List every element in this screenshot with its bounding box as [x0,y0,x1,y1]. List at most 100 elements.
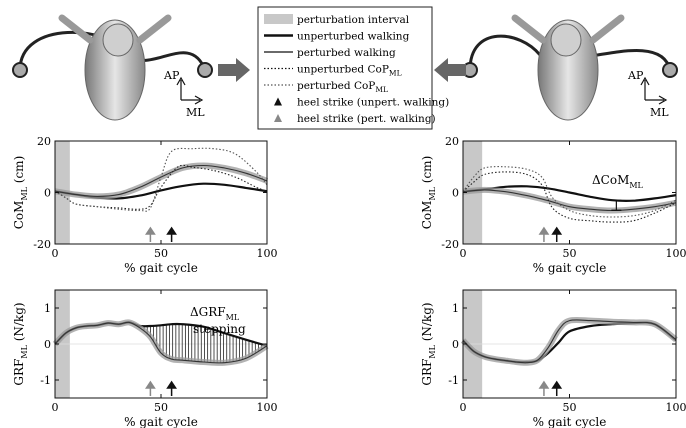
walker-head-right [550,23,582,57]
legend-heel-strike-pert-icon [274,114,282,122]
legend-label: perturbed CoPML [297,80,388,94]
axis-arrows-left-icon [176,76,204,105]
heel-strike-unpert-arrow-icon [551,226,563,242]
series-cop-unperturbed-line [462,171,677,223]
legend-label: perturbed walking [297,47,396,59]
y-tick-label: -1 [448,374,459,387]
heel-strike-pert-arrow-icon [144,380,156,396]
y-axis-label-main: GRF [12,359,26,386]
dgrf-sub: ML [226,313,240,322]
series-perturbed-band [460,316,678,366]
ap-label-left: AP [163,69,180,82]
plot-frame [54,140,268,245]
heel-strike-unpert-arrow-icon [551,380,563,396]
walker-arms-right [511,14,625,44]
y-axis-label-sub: ML [20,344,29,358]
delta-com-bracket [611,199,622,211]
annotation-dcom: ΔCoMML [592,173,644,190]
y-axis-label-sub: ML [20,186,29,200]
y-axis-label: CoMML (cm) [12,156,29,230]
y-axis-label-main: CoM [12,201,26,230]
x-axis-label: % gait cycle [533,415,607,428]
x-tick-label: 100 [666,247,686,260]
x-tick-label: 0 [460,401,467,414]
series-perturbed-line [462,189,677,212]
ml-label-left: ML [186,106,205,119]
legend-box [257,6,433,130]
y-axis-label-unit: (N/kg) [420,302,434,345]
panel-grf-right: 0 50 100 1 0 -1 % gait cycle GRFML (N/kg) [420,289,686,428]
series-cop-perturbed-line [462,166,677,218]
x-tick-label: 50 [154,401,168,414]
y-axis-label-sub: ML [428,186,437,200]
heel-strike-pert-arrow-icon [538,380,550,396]
legend-label: unperturbed walking [297,31,410,43]
series-perturbed-line [462,319,677,364]
y-tick-label: 0 [44,187,51,200]
walker-illustration-left: AP ML [12,14,250,121]
y-axis-label: CoMML (cm) [420,156,437,230]
legend-label: heel strike (unpert. walking) [297,97,449,109]
foot-marker-right-b [662,62,678,78]
walker-head-left [102,23,134,57]
legend-label: heel strike (pert. walking) [297,113,436,125]
x-tick-label: 100 [666,401,686,414]
legend-label-sub: ML [389,69,402,78]
legend-heel-strike-unpert-icon [274,97,282,106]
perturbation-arrow-right-icon [218,58,250,82]
y-axis-label-main: GRF [420,359,434,386]
heel-strike-pert-arrow-icon [538,226,550,242]
y-tick-label: 1 [452,302,459,315]
y-axis-label-sub: ML [428,344,437,358]
annotation-dgrf: ΔGRFML stepping [190,305,246,336]
series-cop-unperturbed-line [54,164,268,210]
x-axis-label: % gait cycle [124,415,198,428]
y-tick-label: -20 [33,238,51,251]
walker-arms-left [58,14,172,44]
heel-strike-pert-arrow-icon [144,226,156,242]
dcom-sub: ML [629,181,643,190]
dgrf-label: ΔGRF [190,305,226,319]
dcom-label: ΔCoM [592,173,629,187]
ap-label-right: AP [627,69,644,82]
y-tick-label: -20 [441,238,459,251]
svg-text:ΔCoMML: ΔCoMML [592,173,644,190]
walker-illustration-right: AP ML [434,14,678,121]
foot-marker-left-b [197,62,213,78]
foot-marker-left-a [12,62,28,78]
series-cop-perturbed-line [54,147,268,212]
dgrf-stepping-label: stepping [193,322,246,336]
x-tick-label: 50 [154,247,168,260]
y-tick-label: 0 [452,187,459,200]
y-axis-label: GRFML (N/kg) [420,302,437,385]
perturbation-arrow-left-icon [434,58,466,82]
x-tick-label: 100 [257,401,278,414]
axis-arrows-right-icon [640,76,668,105]
x-tick-label: 100 [257,247,278,260]
heel-strike-unpert-arrow-icon [166,226,178,242]
legend-swatch-perturbation [264,14,293,24]
legend-label: unperturbed CoPML [297,64,402,78]
x-tick-label: 50 [563,401,577,414]
x-axis-label: % gait cycle [124,261,198,275]
x-tick-label: 0 [52,247,59,260]
legend-label: perturbation interval [297,14,410,26]
legend-label-sub: ML [375,85,388,94]
x-tick-label: 0 [460,247,467,260]
y-axis-label-main: CoM [420,201,434,230]
legend: perturbation interval unperturbed walking… [257,6,449,130]
series-unperturbed-line [462,185,677,202]
y-tick-label: 0 [44,338,51,351]
ml-label-right: ML [650,106,669,119]
y-axis-label: GRFML (N/kg) [12,302,29,385]
y-tick-label: 20 [445,135,459,148]
y-axis-label-unit: (cm) [420,156,434,187]
y-tick-label: 20 [37,135,51,148]
y-tick-label: 1 [44,302,51,315]
y-axis-label-unit: (N/kg) [12,302,26,345]
series-perturbed-line [54,321,268,364]
